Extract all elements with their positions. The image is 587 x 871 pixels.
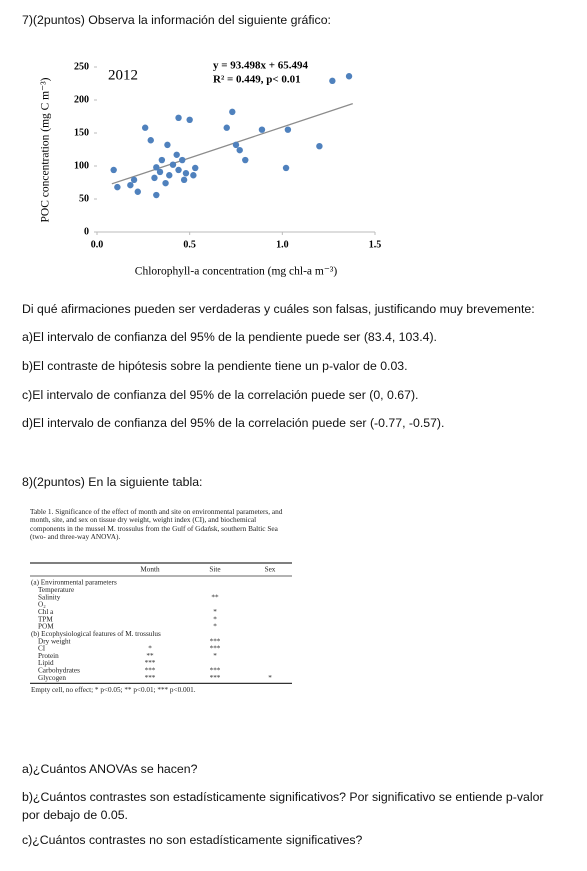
x-axis-title: Chlorophyll-a concentration (mg chl-a m⁻… <box>135 266 338 278</box>
point <box>173 151 180 158</box>
row-label: Carbohydrates <box>38 666 80 674</box>
point <box>175 114 182 122</box>
q8-item: c)¿Cuántos contrastes no son estadística… <box>22 833 363 847</box>
table-cell: *** <box>210 637 221 645</box>
y-tick-label: 0 <box>84 226 89 237</box>
x-tick-label: 1.0 <box>276 239 289 250</box>
x-tick-label: 0.0 <box>91 239 104 250</box>
table-cell: *** <box>210 645 221 653</box>
point <box>229 108 236 116</box>
section-title: (a) Environmental parameters <box>31 579 117 587</box>
y-tick-label: 100 <box>74 160 89 171</box>
q7-item: d)El intervalo de confianza del 95% de l… <box>22 416 445 430</box>
point <box>156 168 164 176</box>
point <box>134 188 141 195</box>
point <box>166 172 173 179</box>
row-label: TPM <box>38 615 53 623</box>
table-caption: Table 1. Significance of the effect of m… <box>30 508 283 541</box>
table-cell: *** <box>145 666 156 674</box>
table-cell: ** <box>211 593 219 601</box>
point <box>329 77 336 85</box>
row-label: Glycogen <box>38 674 66 682</box>
point <box>151 174 158 182</box>
row-label: CI <box>38 645 46 653</box>
point <box>164 141 171 149</box>
table-cell: * <box>213 615 217 623</box>
point <box>110 166 117 174</box>
point <box>232 141 240 149</box>
table-cell: * <box>268 674 272 682</box>
x-tick-label: 1.5 <box>369 239 382 250</box>
row-label: O₂ <box>38 601 46 609</box>
column-header: Sex <box>265 566 276 574</box>
q7-item: a)El intervalo de confianza del 95% de l… <box>22 330 437 344</box>
point <box>158 156 166 164</box>
table-cell: *** <box>145 659 156 667</box>
table-cell: * <box>213 652 217 660</box>
table-footnote: Empty cell, no effect; * p<0.05; ** p<0.… <box>31 686 196 694</box>
y-tick-label: 250 <box>74 61 89 72</box>
row-label: Lipid <box>38 659 54 667</box>
column-header: Month <box>140 566 160 574</box>
row-label: Salinity <box>38 593 61 601</box>
trendline <box>111 103 353 185</box>
point <box>130 176 138 184</box>
point <box>162 179 169 187</box>
point <box>153 164 160 171</box>
row-label: POM <box>38 623 54 631</box>
q7-heading: 7)(2puntos) Observa la información del s… <box>22 13 331 27</box>
point <box>190 172 197 179</box>
point <box>242 156 249 164</box>
point <box>258 126 266 133</box>
q8-item: b)¿Cuántos contrastes son estadísticamen… <box>22 790 544 822</box>
point <box>345 73 353 80</box>
row-label: Dry weight <box>38 637 71 645</box>
point <box>236 146 243 154</box>
q7-prompt: Di qué afirmaciones pueden ser verdadera… <box>22 302 535 316</box>
y-axis-title: POC concentration (mg C m⁻³) <box>40 77 52 222</box>
point <box>153 191 160 199</box>
row-label: Temperature <box>38 586 74 594</box>
point <box>114 183 121 191</box>
table-cell: * <box>148 645 152 653</box>
row-label: Chl a <box>38 608 54 616</box>
point <box>180 176 188 184</box>
x-tick-label: 0.5 <box>183 239 196 250</box>
row-label: Protein <box>38 652 59 660</box>
point <box>169 161 177 168</box>
point <box>284 126 292 133</box>
table-cell: * <box>213 623 217 631</box>
point <box>182 170 190 177</box>
table-cell: *** <box>145 674 156 682</box>
q7-item: c)El intervalo de confianza del 95% de l… <box>22 388 419 402</box>
y-tick-label: 50 <box>79 193 89 204</box>
section-title: (b) Ecophysiological features of M. tros… <box>31 630 161 638</box>
annotation: 2012 <box>108 67 138 83</box>
annotation: y = 93.498x + 65.494 <box>213 60 309 72</box>
point <box>127 181 134 189</box>
annotation: R² = 0.449, p< 0.01 <box>213 74 301 86</box>
column-header: Site <box>209 566 220 574</box>
point <box>141 124 149 131</box>
point <box>147 137 154 144</box>
point <box>192 164 199 172</box>
y-tick-label: 200 <box>74 94 89 105</box>
q8-heading: 8)(2puntos) En la siguiente tabla: <box>22 475 203 489</box>
table-cell: ** <box>146 652 154 660</box>
y-tick-label: 150 <box>74 127 89 138</box>
point <box>316 143 323 150</box>
point <box>282 164 290 172</box>
point <box>223 124 230 131</box>
q8-item: a)¿Cuántos ANOVAs se hacen? <box>22 762 198 776</box>
q7-item: b)El contraste de hipótesis sobre la pen… <box>22 359 408 373</box>
table-cell: * <box>213 608 217 616</box>
point <box>175 166 182 174</box>
point <box>186 116 193 124</box>
table-caption-box: Table 1. Significance of the effect of m… <box>30 508 283 541</box>
point <box>179 156 186 164</box>
table-cell: *** <box>210 674 221 682</box>
table-cell: *** <box>210 666 221 674</box>
